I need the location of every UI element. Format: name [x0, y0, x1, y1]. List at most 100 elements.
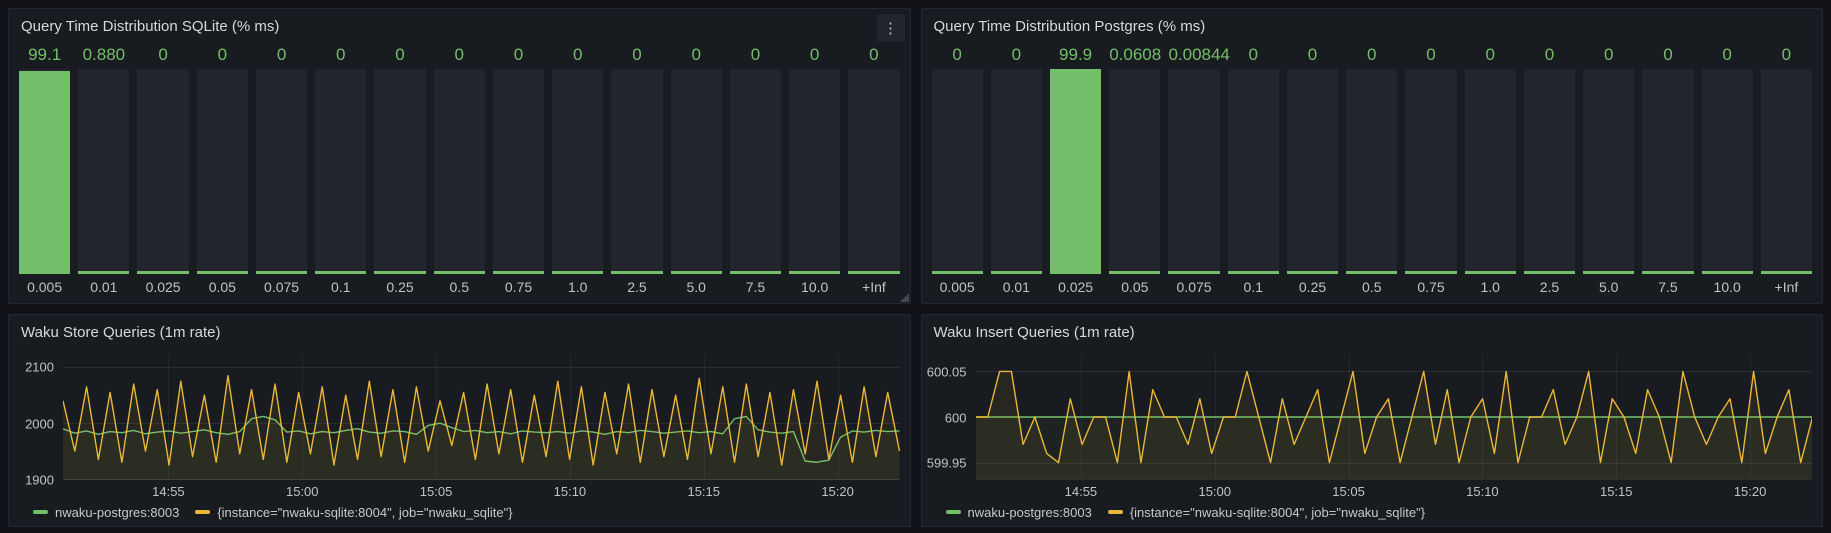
- bar-track: [19, 69, 71, 274]
- panel-title[interactable]: Query Time Distribution SQLite (% ms): [21, 17, 280, 35]
- bucket-label: +Inf: [862, 279, 886, 295]
- bar-track: [1583, 69, 1635, 274]
- h-gridline: [975, 371, 1812, 373]
- bar-value-label: 0: [454, 45, 464, 64]
- bar-fill: [19, 70, 71, 274]
- bar-value-label: 0.0608: [1109, 45, 1162, 64]
- bar-column: 0 0.025: [137, 43, 189, 299]
- bar-fill: [931, 271, 983, 274]
- x-tick-label: 15:05: [1332, 484, 1365, 499]
- bar-value-label: 0: [869, 45, 879, 64]
- bar-track: [1523, 69, 1576, 274]
- bar-column: 0 0.01: [990, 43, 1042, 299]
- bar-value-label: 0: [1307, 45, 1318, 64]
- legend-item[interactable]: {instance="nwaku-sqlite:8004", job="nwak…: [195, 504, 513, 520]
- bar-column: 0 0.5: [1346, 43, 1398, 299]
- bar-column: 0 2.5: [611, 43, 663, 299]
- bar-value-label: 0: [1722, 45, 1732, 64]
- h-gridline: [63, 367, 900, 369]
- bar-column: 99.9 0.025: [1049, 43, 1102, 299]
- bar-column: 0 0.05: [196, 43, 248, 299]
- bucket-label: 0.75: [1417, 279, 1445, 295]
- x-tick-label: 15:10: [553, 484, 587, 499]
- legend-item[interactable]: nwaku-postgres:8003: [33, 505, 179, 520]
- y-tick-label: 1900: [25, 472, 54, 488]
- bar-value-label: 0: [572, 45, 583, 64]
- legend-swatch: [1107, 510, 1123, 514]
- x-tick-label: 15:20: [821, 484, 854, 499]
- bucket-label: 10.0: [801, 279, 829, 295]
- panel-query-time-sqlite: Query Time Distribution SQLite (% ms) ⋮ …: [8, 8, 911, 304]
- legend-item[interactable]: {instance="nwaku-sqlite:8004", job="nwak…: [1107, 504, 1426, 520]
- bar-track: [1464, 69, 1516, 274]
- bar-value-label: 0: [1485, 45, 1495, 64]
- bar-value-label: 0: [1781, 45, 1792, 64]
- legend-item[interactable]: nwaku-postgres:8003: [945, 504, 1092, 520]
- panel-title[interactable]: Query Time Distribution Postgres (% ms): [933, 17, 1206, 35]
- x-axis-row: 14:55 15:00 15:05 15:10 15:15 15:20: [9, 480, 900, 500]
- panel-resize-handle[interactable]: [899, 293, 909, 302]
- bar-value-label: 99.1: [28, 45, 62, 64]
- bucket-label: +Inf: [1774, 279, 1799, 295]
- panel-menu-button[interactable]: ⋮: [876, 14, 905, 42]
- legend-label: {instance="nwaku-sqlite:8004", job="nwak…: [217, 504, 513, 520]
- v-gridline: [569, 355, 571, 479]
- bucket-label: 5.0: [1598, 279, 1619, 295]
- panel-title[interactable]: Waku Store Queries (1m rate): [21, 323, 221, 341]
- bar-value-label: 0: [1248, 45, 1259, 64]
- bar-fill: [374, 271, 426, 274]
- bar-track: [729, 69, 782, 274]
- bar-value-label: 0: [513, 45, 524, 64]
- bucket-label: 0.25: [386, 279, 414, 295]
- bar-fill: [196, 271, 248, 274]
- bar-column: 0 0.75: [1405, 43, 1457, 299]
- bar-column: 0 +Inf: [848, 43, 900, 299]
- bar-track: [1227, 69, 1279, 274]
- bar-track: [1168, 69, 1220, 274]
- bucket-label: 0.075: [1176, 279, 1212, 295]
- bar-column: 0 10.0: [1701, 43, 1753, 299]
- chart-main: 600.05 600 599.95: [922, 355, 1813, 480]
- bar-fill: [611, 271, 663, 274]
- bar-gauge-postgres: 0 0.005 0 0.01 99.9 0.025 0.0608 0.05 0.00844 0.0…: [922, 43, 1823, 303]
- bar-track: [315, 69, 367, 274]
- x-tick-label: 15:10: [1466, 484, 1499, 499]
- series-line-1: [63, 376, 900, 465]
- legend-label: {instance="nwaku-sqlite:8004", job="nwak…: [1129, 504, 1426, 520]
- bar-column: 0 0.25: [374, 43, 426, 299]
- bar-fill: [492, 271, 545, 274]
- bar-track: [1701, 69, 1753, 274]
- v-gridline: [837, 355, 839, 479]
- bucket-label: 0.01: [90, 279, 118, 295]
- bar-track: [1049, 69, 1102, 274]
- bar-track: [1760, 69, 1813, 274]
- bar-track: [78, 69, 130, 274]
- series-fill-0: [975, 417, 1812, 479]
- bar-value-label: 0: [1544, 45, 1555, 64]
- chart-main: 2100 2000 1900: [9, 355, 900, 488]
- series-fill-1: [63, 375, 900, 479]
- bucket-label: 1.0: [1480, 279, 1500, 295]
- bucket-label: 0.005: [27, 279, 63, 295]
- legend-label: nwaku-postgres:8003: [967, 504, 1092, 520]
- bucket-label: 0.05: [1121, 279, 1149, 295]
- bucket-label: 0.025: [1058, 279, 1094, 295]
- bar-fill: [1701, 271, 1753, 274]
- series-line-1: [976, 371, 1813, 462]
- bar-column: 0.880 0.01: [78, 43, 130, 299]
- bucket-label: 1.0: [567, 279, 588, 295]
- legend-swatch: [945, 510, 961, 514]
- bucket-label: 0.075: [264, 279, 300, 295]
- bucket-label: 10.0: [1713, 279, 1741, 295]
- bar-fill: [1109, 271, 1161, 274]
- bar-value-label: 0: [1426, 45, 1436, 64]
- bar-value-label: 0.880: [82, 45, 126, 64]
- x-tick-label: 15:20: [1733, 484, 1767, 499]
- legend-label: nwaku-postgres:8003: [55, 504, 180, 520]
- series-svg: [975, 355, 1813, 479]
- bucket-label: 0.75: [504, 279, 533, 295]
- panel-title[interactable]: Waku Insert Queries (1m rate): [933, 323, 1135, 341]
- y-tick-label: 600: [944, 410, 967, 425]
- x-tick-label: 14:55: [152, 484, 185, 499]
- bar-track: [196, 69, 248, 274]
